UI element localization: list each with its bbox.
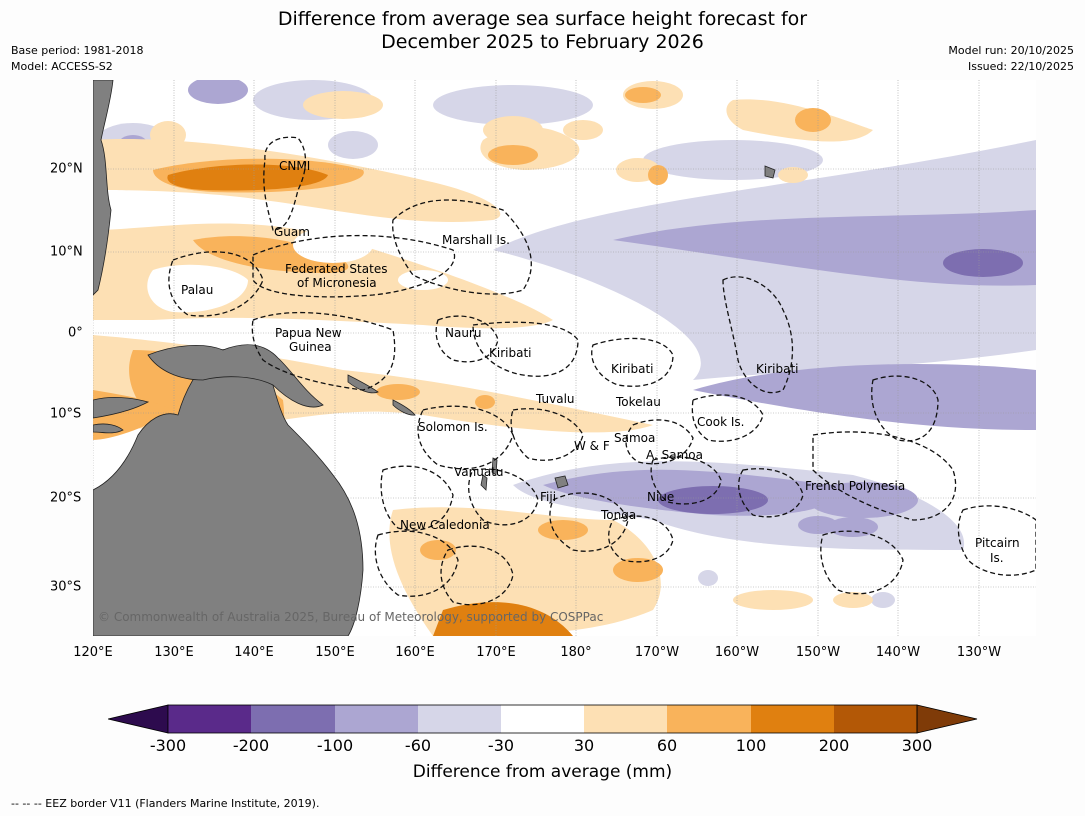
colorbar: [108, 704, 978, 734]
cbar-tick-label: 100: [735, 736, 767, 755]
model-name: Model: ACCESS-S2: [11, 60, 113, 73]
label-wf: W & F: [574, 439, 610, 453]
colorbar-title: Difference from average (mm): [412, 762, 673, 782]
cbar-tick-label: -300: [149, 736, 187, 755]
label-samoa: Samoa: [614, 431, 655, 445]
title-line-2: December 2025 to February 2026: [381, 31, 704, 53]
lat-label: 20°N: [50, 161, 83, 177]
land-masses: [93, 80, 776, 636]
cbar-swatch: [335, 705, 418, 733]
cbar-tick-label: -30: [487, 736, 515, 755]
lon-label: 170°W: [634, 645, 680, 660]
cbar-swatch: [418, 705, 501, 733]
base-period: Base period: 1981-2018: [11, 44, 144, 57]
label-kiribati-c: Kiribati: [611, 362, 653, 376]
cbar-swatch: [501, 705, 584, 733]
lon-label: 160°E: [395, 645, 435, 660]
negative-anomaly-fields: [93, 80, 1036, 608]
lon-label: 130°W: [956, 645, 1002, 660]
cbar-swatch: [584, 705, 667, 733]
eez-borders: [168, 136, 1036, 606]
label-french-polynesia: French Polynesia: [805, 479, 905, 493]
label-asamoa: A. Samoa: [646, 448, 703, 462]
label-kiribati-w: Kiribati: [489, 346, 531, 360]
label-new-caledonia: New Caledonia: [400, 518, 490, 532]
label-cook: Cook Is.: [697, 415, 744, 429]
lat-label: 0°: [68, 325, 83, 341]
cbar-tick-label: -60: [404, 736, 432, 755]
place-labels: CNMI Guam Marshall Is. Federated States …: [181, 159, 1020, 565]
lat-label: 30°S: [50, 579, 82, 595]
lat-label: 20°S: [50, 490, 82, 506]
label-pitcairn-2: Is.: [990, 551, 1004, 565]
label-vanuatu: Vanuatu: [454, 465, 504, 479]
model-run: Model run: 20/10/2025: [948, 44, 1074, 57]
label-png-2: Guinea: [289, 340, 332, 354]
sea-height-map: CNMI Guam Marshall Is. Federated States …: [93, 80, 1036, 636]
cbar-swatch: [251, 705, 335, 733]
label-nauru: Nauru: [445, 326, 481, 340]
cbar-tick-label: 200: [818, 736, 850, 755]
lon-label: 160°W: [714, 645, 760, 660]
cbar-swatch: [834, 705, 917, 733]
copyright-notice: © Commonwealth of Australia 2025, Bureau…: [98, 610, 603, 624]
lon-label: 180°: [560, 645, 592, 660]
lon-label: 150°E: [315, 645, 355, 660]
lon-label: 130°E: [154, 645, 194, 660]
cbar-swatch: [168, 705, 251, 733]
cbar-extend-low: [108, 704, 169, 734]
label-png-1: Papua New: [275, 326, 342, 340]
meta-right: Model run: 20/10/2025 Issued: 22/10/2025: [948, 43, 1074, 75]
philippines: [93, 80, 114, 296]
label-niue: Niue: [647, 490, 674, 504]
label-fiji: Fiji: [540, 490, 556, 504]
lat-label: 10°N: [50, 244, 83, 260]
lon-label: 120°E: [73, 645, 113, 660]
label-tuvalu: Tuvalu: [535, 392, 575, 406]
label-guam: Guam: [274, 225, 310, 239]
title-line-1: Difference from average sea surface heig…: [277, 8, 808, 30]
issued-date: Issued: 22/10/2025: [967, 60, 1074, 73]
cbar-tick-label: -100: [316, 736, 354, 755]
cbar-swatch: [667, 705, 751, 733]
label-marshall: Marshall Is.: [442, 233, 510, 247]
lat-label: 10°S: [50, 406, 82, 422]
lon-label: 170°E: [476, 645, 516, 660]
label-tokelau: Tokelau: [615, 395, 661, 409]
label-palau: Palau: [181, 283, 213, 297]
eez-footnote: -- -- -- EEZ border V11 (Flanders Marine…: [11, 797, 320, 810]
cbar-tick-label: 30: [573, 736, 595, 755]
neutral-fields: [147, 227, 448, 313]
label-tonga: Tonga: [600, 508, 636, 522]
lon-label: 150°W: [795, 645, 841, 660]
label-pitcairn-1: Pitcairn: [975, 536, 1020, 550]
label-cnmi: CNMI: [279, 159, 310, 173]
meta-left: Base period: 1981-2018 Model: ACCESS-S2: [11, 43, 143, 75]
cbar-tick-label: 300: [901, 736, 933, 755]
chart-title: Difference from average sea surface heig…: [0, 8, 1085, 54]
cbar-tick-label: 60: [656, 736, 678, 755]
label-kiribati-e: Kiribati: [756, 362, 798, 376]
cbar-frame: [167, 704, 918, 734]
lon-label: 140°E: [234, 645, 274, 660]
lon-label: 140°W: [875, 645, 921, 660]
label-fsm-1: Federated States: [285, 262, 387, 276]
cbar-tick-label: -200: [232, 736, 270, 755]
cbar-extend-high: [916, 704, 978, 734]
new-guinea: [147, 344, 324, 408]
label-solomon: Solomon Is.: [418, 420, 488, 434]
cbar-swatch: [751, 705, 834, 733]
label-fsm-2: of Micronesia: [297, 276, 377, 290]
